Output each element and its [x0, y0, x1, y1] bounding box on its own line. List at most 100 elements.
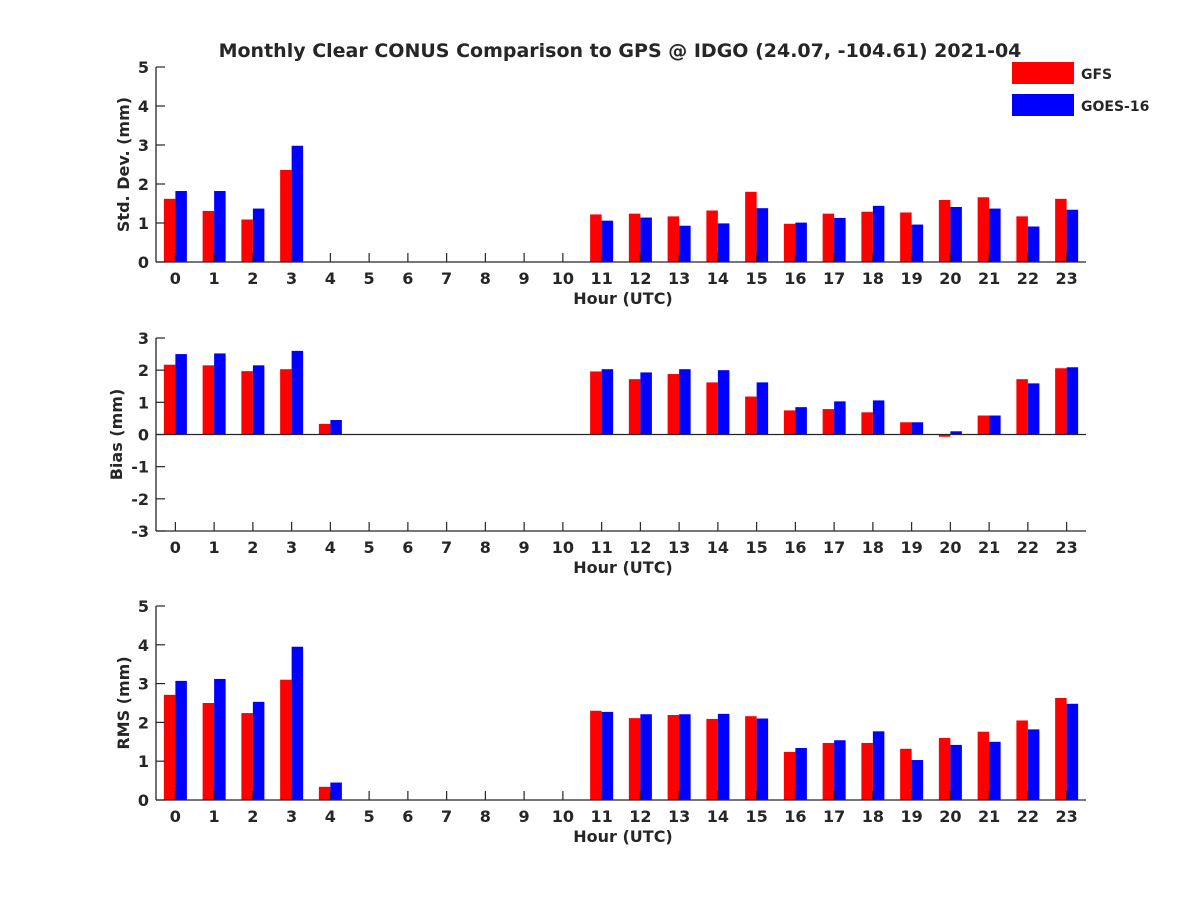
bar-goes-16-hour-3 [291, 145, 304, 262]
bar-gfs-hour-3 [280, 169, 292, 262]
x-tick-label: 23 [1055, 807, 1077, 826]
bar-gfs-hour-13 [667, 216, 680, 262]
y-tick-label: -2 [131, 490, 149, 509]
bar-goes-16-hour-21 [989, 741, 1001, 800]
bar-goes-16-hour-17 [834, 217, 846, 262]
y-tick-label: 1 [138, 752, 149, 771]
bar-goes-16-hour-12 [640, 217, 652, 262]
x-tick-label: 19 [900, 269, 922, 288]
x-tick-label: 21 [978, 269, 1000, 288]
bar-gfs-hour-19 [900, 748, 912, 800]
bar-goes-16-hour-21 [989, 415, 1001, 435]
x-tick-label: 17 [823, 269, 845, 288]
x-tick-label: 0 [170, 269, 181, 288]
x-tick-label: 8 [480, 538, 491, 557]
legend-label-goes-16: GOES-16 [1081, 99, 1149, 115]
bar-gfs-hour-0 [163, 364, 176, 435]
legend-swatch-gfs [1012, 62, 1074, 84]
x-tick-label: 4 [325, 807, 336, 826]
bar-gfs-hour-16 [783, 751, 796, 800]
bar-goes-16-hour-20 [950, 431, 962, 435]
bar-goes-16-hour-17 [834, 401, 846, 435]
bar-goes-16-hour-2 [252, 208, 265, 262]
bar-gfs-hour-21 [977, 197, 990, 262]
bar-goes-16-hour-15 [756, 718, 769, 800]
bar-goes-16-hour-12 [640, 372, 652, 435]
bar-goes-16-hour-14 [717, 370, 730, 435]
y-tick-label: 0 [138, 791, 149, 810]
bar-gfs-hour-23 [1055, 368, 1067, 435]
bar-goes-16-hour-3 [291, 350, 304, 435]
bar-goes-16-hour-23 [1066, 367, 1079, 435]
bar-goes-16-hour-23 [1066, 209, 1079, 262]
x-tick-label: 16 [784, 538, 806, 557]
bar-gfs-hour-14 [706, 382, 718, 435]
x-tick-label: 19 [900, 538, 922, 557]
bar-gfs-hour-1 [202, 365, 215, 435]
bar-gfs-hour-16 [783, 410, 796, 435]
x-tick-label: 4 [325, 538, 336, 557]
y-tick-label: 3 [138, 136, 149, 155]
x-tick-label: 13 [668, 807, 690, 826]
x-tick-label: 3 [286, 538, 297, 557]
bar-gfs-hour-18 [861, 742, 873, 800]
bar-gfs-hour-22 [1016, 216, 1028, 262]
bar-goes-16-hour-15 [756, 382, 769, 435]
bar-gfs-hour-11 [590, 214, 602, 262]
bar-goes-16-hour-22 [1027, 383, 1040, 435]
x-tick-label: 8 [480, 269, 491, 288]
bar-goes-16-hour-19 [911, 760, 924, 800]
x-tick-label: 12 [629, 538, 651, 557]
bar-goes-16-hour-0 [175, 354, 187, 435]
bar-gfs-hour-12 [628, 718, 641, 800]
bar-gfs-hour-22 [1016, 379, 1028, 435]
y-axis-label: Bias (mm) [107, 389, 126, 481]
x-tick-label: 7 [441, 807, 452, 826]
bar-goes-16-hour-18 [872, 731, 885, 800]
x-tick-label: 22 [1017, 807, 1039, 826]
bar-goes-16-hour-20 [950, 207, 962, 262]
x-tick-label: 15 [745, 807, 767, 826]
bar-gfs-hour-22 [1016, 720, 1028, 800]
bar-gfs-hour-18 [861, 412, 873, 435]
bar-gfs-hour-12 [628, 213, 641, 262]
x-tick-label: 20 [939, 807, 961, 826]
y-tick-label: -1 [131, 458, 149, 477]
x-tick-label: 1 [209, 538, 220, 557]
bar-goes-16-hour-19 [911, 224, 924, 262]
x-tick-label: 3 [286, 807, 297, 826]
bar-goes-16-hour-21 [989, 208, 1001, 262]
x-tick-label: 5 [364, 538, 375, 557]
bar-goes-16-hour-11 [601, 711, 614, 800]
x-tick-label: 21 [978, 807, 1000, 826]
bar-gfs-hour-23 [1055, 198, 1067, 262]
bar-goes-16-hour-18 [872, 400, 885, 435]
x-tick-label: 22 [1017, 269, 1039, 288]
bar-gfs-hour-15 [745, 396, 757, 435]
bar-gfs-hour-12 [628, 379, 641, 435]
bar-gfs-hour-13 [667, 715, 680, 800]
x-tick-label: 19 [900, 807, 922, 826]
x-tick-label: 5 [364, 269, 375, 288]
y-tick-label: 2 [138, 713, 149, 732]
bar-gfs-hour-20 [938, 434, 951, 437]
x-tick-label: 21 [978, 538, 1000, 557]
bar-gfs-hour-1 [202, 703, 215, 800]
bar-goes-16-hour-11 [601, 369, 614, 435]
x-tick-label: 13 [668, 538, 690, 557]
y-tick-label: 0 [138, 426, 149, 445]
bar-goes-16-hour-13 [679, 369, 691, 435]
x-tick-label: 8 [480, 807, 491, 826]
y-tick-label: 2 [138, 361, 149, 380]
bar-gfs-hour-14 [706, 210, 718, 262]
bar-gfs-hour-23 [1055, 697, 1067, 800]
bar-goes-16-hour-2 [252, 365, 265, 435]
bar-gfs-hour-3 [280, 369, 292, 435]
x-tick-label: 11 [590, 538, 612, 557]
bar-gfs-hour-20 [938, 199, 951, 262]
x-tick-label: 23 [1055, 269, 1077, 288]
bar-gfs-hour-19 [900, 212, 912, 262]
x-tick-label: 9 [519, 269, 530, 288]
bar-gfs-hour-21 [977, 415, 990, 435]
